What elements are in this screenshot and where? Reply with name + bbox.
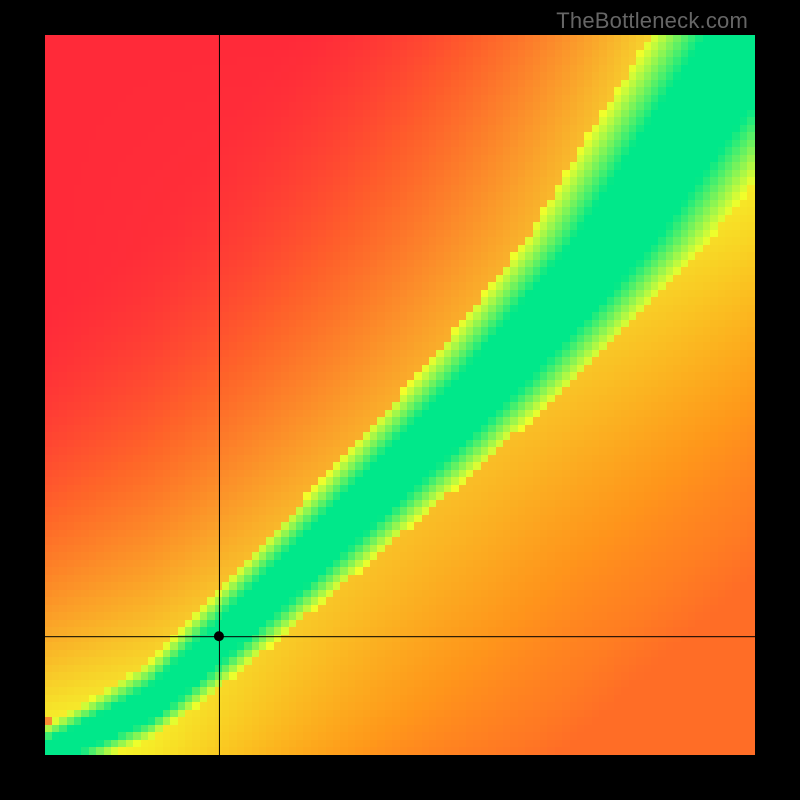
- chart-container: TheBottleneck.com: [0, 0, 800, 800]
- watermark-text: TheBottleneck.com: [556, 8, 748, 34]
- bottleneck-heatmap: [45, 35, 755, 755]
